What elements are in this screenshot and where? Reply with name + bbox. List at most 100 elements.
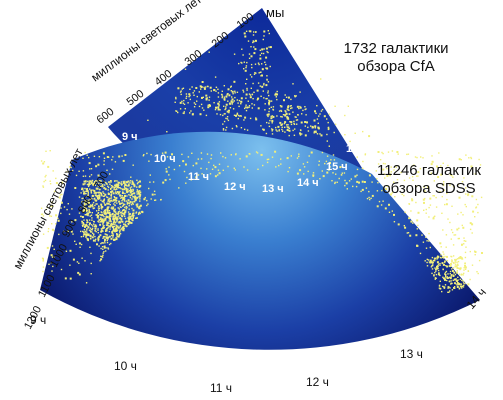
galaxy-dot [121, 155, 123, 157]
galaxy-dot [344, 184, 346, 187]
galaxy-dot [117, 193, 119, 195]
galaxy-dot [434, 215, 436, 217]
galaxy-dot [81, 257, 83, 259]
galaxy-dot [219, 109, 221, 111]
galaxy-dot [233, 100, 235, 102]
galaxy-dot [452, 274, 454, 276]
galaxy-dot [458, 267, 460, 270]
galaxy-dot [115, 224, 117, 227]
galaxy-dot [100, 255, 102, 257]
galaxy-dot [478, 259, 481, 262]
galaxy-dot [92, 234, 95, 236]
galaxy-dot [102, 235, 105, 238]
galaxy-dot [108, 230, 111, 233]
galaxy-dot [98, 182, 100, 185]
galaxy-dot [92, 223, 95, 225]
galaxy-dot [103, 192, 105, 195]
galaxy-dot [266, 158, 269, 161]
galaxy-dot [99, 223, 102, 226]
galaxy-dot [111, 159, 113, 161]
galaxy-dot [101, 246, 104, 248]
galaxy-dot [208, 104, 211, 107]
galaxy-dot [106, 169, 108, 171]
galaxy-dot [244, 128, 246, 131]
galaxy-dot [249, 94, 252, 96]
galaxy-dot [131, 218, 133, 220]
galaxy-dot [90, 214, 93, 216]
galaxy-dot [444, 273, 447, 275]
galaxy-dot [97, 174, 100, 177]
galaxy-dot [442, 184, 445, 187]
galaxy-dot [83, 232, 85, 234]
galaxy-dot [276, 90, 278, 93]
galaxy-dot [442, 263, 445, 266]
galaxy-dot [225, 107, 227, 110]
galaxy-dot [432, 264, 434, 267]
galaxy-dot [106, 209, 109, 212]
galaxy-dot [51, 223, 53, 225]
galaxy-dot [118, 235, 121, 237]
galaxy-dot [114, 222, 117, 224]
galaxy-dot [244, 35, 247, 38]
galaxy-dot [242, 54, 244, 56]
galaxy-dot [94, 240, 96, 242]
galaxy-dot [462, 226, 465, 229]
galaxy-dot [90, 168, 93, 170]
galaxy-dot [286, 157, 289, 160]
galaxy-dot [185, 97, 187, 99]
galaxy-dot [181, 100, 183, 103]
galaxy-dot [102, 223, 104, 225]
galaxy-dot [107, 196, 109, 199]
galaxy-dot [265, 56, 268, 59]
galaxy-dot [470, 165, 473, 168]
galaxy-dot [298, 107, 300, 110]
galaxy-dot [132, 219, 134, 222]
galaxy-dot [276, 93, 278, 96]
galaxy-dot [49, 180, 51, 182]
galaxy-dot [193, 106, 196, 108]
galaxy-dot [55, 214, 58, 217]
galaxy-dot [410, 210, 412, 212]
galaxy-dot [434, 267, 436, 269]
galaxy-dot [91, 219, 93, 221]
galaxy-dot [456, 228, 459, 231]
galaxy-dot [406, 232, 408, 234]
galaxy-dot [271, 128, 273, 130]
galaxy-dot [98, 219, 100, 222]
galaxy-dot [89, 222, 91, 225]
galaxy-dot [110, 185, 113, 187]
galaxy-dot [115, 217, 118, 219]
galaxy-dot [290, 155, 292, 157]
galaxy-dot [129, 213, 131, 215]
galaxy-dot [243, 61, 245, 63]
galaxy-dot [263, 97, 265, 99]
galaxy-dot [221, 96, 223, 99]
galaxy-dot [344, 114, 346, 117]
galaxy-dot [117, 213, 119, 215]
galaxy-dot [412, 222, 414, 224]
galaxy-dot [112, 200, 114, 202]
galaxy-dot [246, 61, 248, 64]
galaxy-dot [48, 263, 50, 265]
galaxy-dot [103, 215, 105, 218]
galaxy-dot [280, 105, 283, 108]
galaxy-dot [247, 40, 250, 42]
galaxy-dot [128, 218, 131, 220]
galaxy-dot [96, 195, 99, 198]
galaxy-dot [431, 256, 434, 259]
galaxy-dot [304, 108, 306, 111]
galaxy-dot [268, 125, 271, 128]
galaxy-dot [121, 211, 123, 213]
galaxy-dot [403, 194, 405, 197]
galaxy-dot [226, 94, 228, 96]
galaxy-dot [90, 192, 93, 194]
galaxy-dot [334, 123, 337, 125]
sdss-caption-line1: 11246 галактик [377, 162, 481, 179]
galaxy-dot [89, 180, 92, 183]
galaxy-dot [84, 206, 86, 208]
galaxy-dot [112, 218, 115, 220]
galaxy-dot [187, 156, 190, 158]
galaxy-dot [452, 231, 454, 234]
galaxy-dot [429, 259, 432, 262]
galaxy-dot [214, 108, 217, 111]
